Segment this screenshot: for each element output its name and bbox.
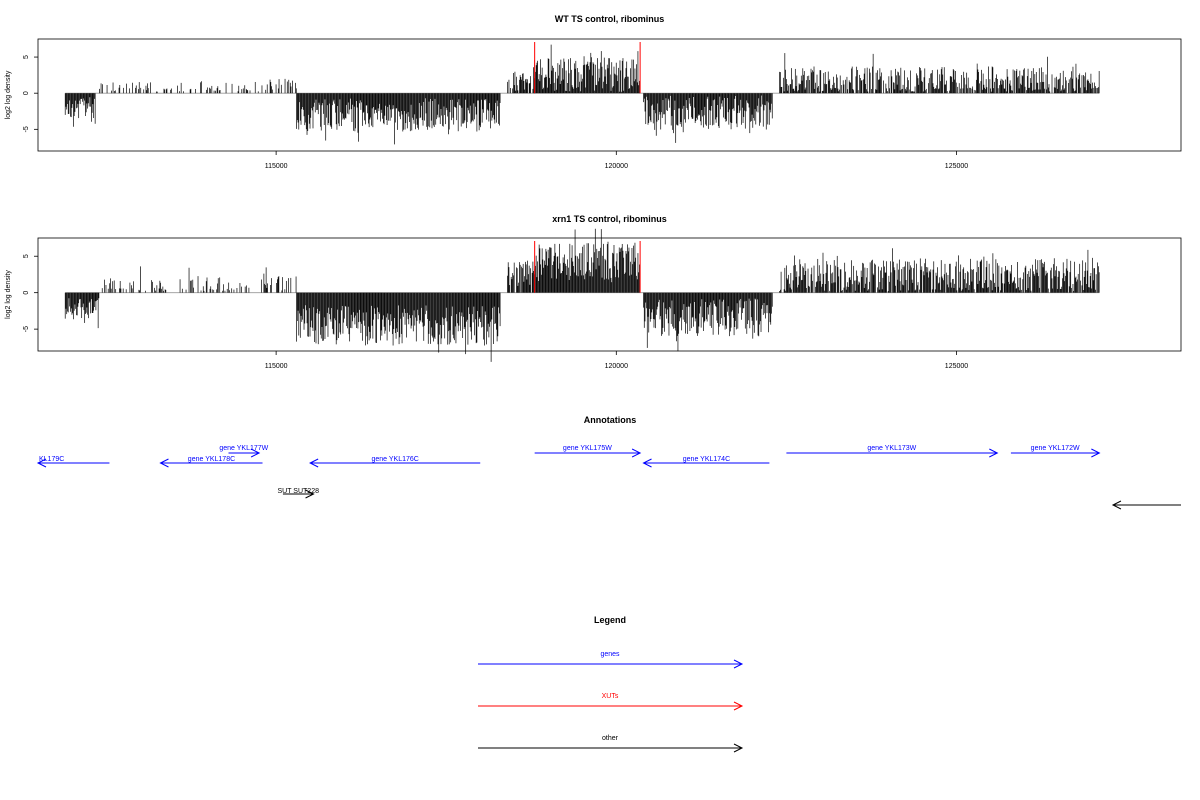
- annotation-gene-arrow: gene YKL178C: [159, 456, 263, 468]
- annotation-feature-arrow: SUT SUT228: [277, 488, 319, 499]
- arrow-head: [733, 659, 744, 669]
- annotations-track: Annotations KL179C gene YKL178C gene YKL177…: [36, 415, 1181, 510]
- arrow-head: [733, 701, 744, 711]
- x-tick-label: 120000: [605, 363, 628, 370]
- y-tick-label: 0: [23, 91, 30, 95]
- arrow-head: [642, 458, 652, 468]
- y-tick-label: 5: [23, 55, 30, 59]
- annotation-label: gene YKL176C: [372, 456, 419, 463]
- plot-frame: [37, 237, 1182, 352]
- annotation-label: gene YKL172W: [1031, 445, 1080, 452]
- y-tick-label: 0: [23, 291, 30, 295]
- chart-title: WT TS control, ribominus: [555, 14, 665, 24]
- annotation-gene-arrow: gene YKL176C: [309, 456, 481, 468]
- annotation-feature-arrow: [1111, 500, 1181, 510]
- annotation-label: KL179C: [39, 456, 64, 463]
- annotation-gene-arrow: gene YKL174C: [642, 456, 770, 468]
- arrow-head: [36, 458, 47, 468]
- plot-frame: [37, 38, 1182, 152]
- y-axis-label: log2 log density: [5, 270, 12, 319]
- arrow-head: [733, 743, 744, 753]
- legend-item-label: other: [602, 735, 619, 742]
- legend-item-arrow: [478, 659, 744, 669]
- y-tick-label: -5: [23, 126, 30, 132]
- y-tick-label: 5: [23, 254, 30, 258]
- arrow-head: [305, 489, 315, 499]
- coverage-panel-1: WT TS control, ribominus log2 log density…: [5, 14, 1182, 170]
- annotation-label: gene YKL178C: [188, 456, 235, 463]
- annotation-label: gene YKL175W: [563, 445, 612, 452]
- y-tick-label: -5: [23, 326, 30, 332]
- annotation-gene-arrow: gene YKL172W: [1010, 445, 1101, 458]
- annotation-label: SUT SUT228: [277, 488, 319, 495]
- arrow-head: [631, 448, 642, 458]
- annotation-label: gene YKL177W: [219, 445, 268, 452]
- legend-title: Legend: [594, 615, 626, 625]
- arrow-head: [1091, 448, 1101, 458]
- x-tick-label: 115000: [265, 363, 288, 370]
- coverage-bars: [64, 228, 1100, 362]
- arrow-head: [989, 448, 999, 458]
- annotations-title: Annotations: [584, 415, 637, 425]
- legend-item-arrow: [478, 701, 744, 711]
- y-axis-label: log2 log density: [5, 70, 12, 119]
- x-tick-label: 120000: [605, 163, 628, 170]
- annotation-gene-arrow: KL179C: [36, 456, 110, 468]
- arrow-head: [159, 458, 169, 468]
- arrow-head: [250, 448, 261, 458]
- annotation-gene-arrow: gene YKL177W: [219, 445, 269, 458]
- legend-item-arrow: [478, 743, 744, 753]
- annotation-gene-arrow: gene YKL173W: [786, 445, 999, 458]
- annotation-gene-arrow: gene YKL175W: [534, 445, 642, 458]
- annotation-label: gene YKL174C: [683, 456, 730, 463]
- legend: Legend genes XUTs other: [478, 615, 744, 753]
- legend-item-label: XUTs: [602, 693, 619, 700]
- coverage-panel-2: xrn1 TS control, ribominus log2 log densi…: [5, 214, 1182, 370]
- arrow-head: [1111, 500, 1122, 510]
- x-tick-label: 115000: [265, 163, 288, 170]
- legend-item-label: genes: [600, 651, 620, 658]
- annotation-label: gene YKL173W: [867, 445, 916, 452]
- arrow-head: [309, 458, 319, 468]
- coverage-bars: [64, 44, 1100, 145]
- x-tick-label: 125000: [945, 163, 968, 170]
- x-tick-label: 125000: [945, 363, 968, 370]
- chart-title: xrn1 TS control, ribominus: [552, 214, 667, 224]
